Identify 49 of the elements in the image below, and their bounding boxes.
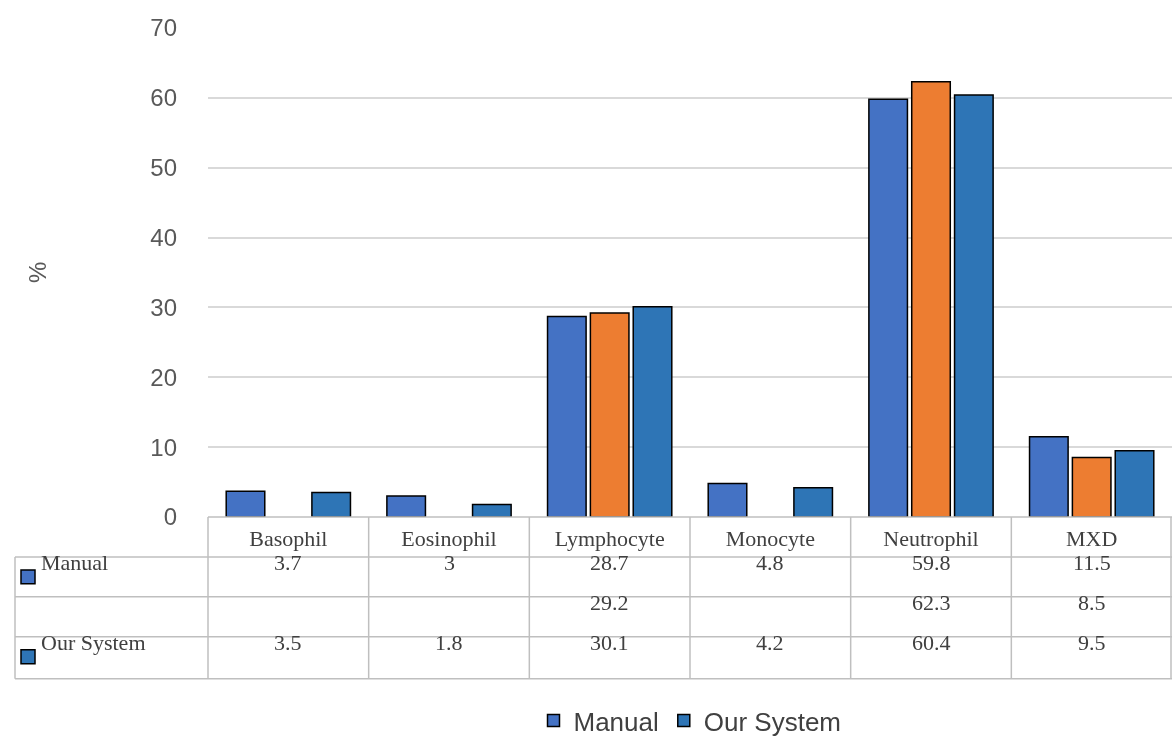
data-label: 4.2 — [756, 630, 784, 655]
bar — [632, 305, 673, 517]
y-axis-title: % — [24, 261, 51, 283]
x-tick-label: Neutrophil — [883, 526, 979, 551]
bar — [707, 482, 748, 517]
x-tick-label: Basophil — [249, 526, 328, 551]
data-label: 11.5 — [1073, 550, 1111, 575]
data-label: 9.5 — [1078, 630, 1106, 655]
bar — [1114, 449, 1155, 517]
x-tick-label: Monocyte — [725, 526, 815, 551]
bar — [546, 315, 587, 517]
y-tick-label: 30 — [150, 293, 177, 321]
bar — [386, 495, 427, 517]
bar — [910, 81, 952, 517]
data-label: 3 — [444, 550, 455, 575]
y-tick-label: 50 — [150, 154, 177, 182]
bar — [225, 490, 266, 517]
y-tick-label: 0 — [163, 503, 177, 531]
data-label: 62.3 — [912, 590, 951, 615]
y-tick-label: 70 — [150, 14, 177, 42]
bar — [471, 503, 512, 517]
text: Manual — [573, 706, 659, 737]
data-label: 3.5 — [274, 630, 302, 655]
y-tick-label: 10 — [150, 433, 177, 461]
x-tick-label: Eosinophil — [401, 526, 497, 551]
data-label: 30.1 — [590, 630, 629, 655]
data-label: 59.8 — [912, 550, 951, 575]
x-tick-label: MXD — [1066, 526, 1118, 551]
data-label: 60.4 — [912, 630, 951, 655]
data-label: 29.2 — [590, 590, 629, 615]
data-label: 1.8 — [435, 630, 463, 655]
legend-label: Our System — [703, 706, 842, 737]
data-label: 4.8 — [756, 550, 784, 575]
y-tick-label: 20 — [150, 363, 177, 391]
bar — [953, 94, 994, 517]
x-tick-label: Lymphocyte — [554, 526, 665, 551]
bar — [1028, 435, 1069, 517]
data-label: 28.7 — [590, 550, 629, 575]
data-label: 3.7 — [274, 550, 302, 575]
legend-label: Manual — [41, 550, 109, 575]
bar — [589, 312, 630, 517]
bar — [793, 486, 834, 517]
bar — [311, 491, 352, 517]
y-tick-label: 40 — [150, 223, 177, 251]
bar — [868, 98, 909, 517]
bar — [1071, 456, 1112, 517]
data-label: 8.5 — [1078, 590, 1106, 615]
text: Our System — [41, 630, 146, 655]
y-tick-label: 60 — [150, 84, 177, 112]
